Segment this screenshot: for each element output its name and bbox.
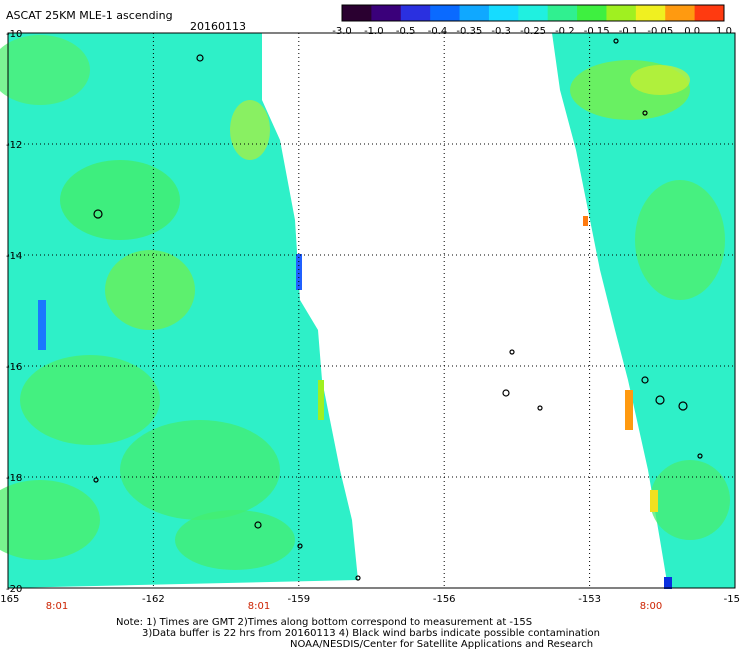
- colorbar-tick-label: -0.1: [618, 26, 639, 37]
- colorbar-tick-label: -0.2: [555, 26, 575, 37]
- wind-patch: [20, 355, 160, 445]
- wind-patch: [635, 180, 725, 300]
- longitude-label: -165: [0, 594, 19, 605]
- colorbar-tick-label: -0.4: [427, 26, 448, 37]
- island-outline: [254, 521, 262, 529]
- colorbar-tick-label: -0.35: [456, 26, 483, 37]
- island-outline: [297, 543, 303, 549]
- island-outline: [93, 477, 99, 483]
- wind-cell: [38, 300, 46, 350]
- longitude-label: -156: [433, 594, 456, 605]
- chart-date: 20160113: [190, 20, 246, 33]
- longitude-label: -162: [142, 594, 165, 605]
- colorbar-tick-label: -3.0: [332, 26, 352, 37]
- colorbar-segment: [459, 5, 490, 21]
- wind-patch: [175, 510, 295, 570]
- colorbar-segment: [488, 5, 519, 21]
- island-outline: [509, 349, 515, 355]
- island-outline: [355, 575, 361, 581]
- wind-patch: [105, 250, 195, 330]
- latitude-label: -14: [6, 251, 22, 262]
- colorbar-tick-label: -0.3: [491, 26, 511, 37]
- wind-cell: [664, 577, 672, 589]
- colorbar-segment: [694, 5, 725, 21]
- longitude-label: -150: [724, 594, 740, 605]
- latitude-label: -10: [6, 29, 22, 40]
- colorbar-tick-label: -0.05: [647, 26, 674, 37]
- latitude-label: -12: [6, 140, 22, 151]
- wind-patch: [630, 65, 690, 95]
- island-outline: [502, 389, 510, 397]
- longitude-label: -159: [287, 594, 310, 605]
- island-outline: [537, 405, 543, 411]
- colorbar-segment: [665, 5, 696, 21]
- wind-patch: [0, 35, 90, 105]
- note-line-1: Note: 1) Times are GMT 2)Times along bot…: [116, 617, 533, 628]
- longitude-label: -153: [578, 594, 601, 605]
- colorbar-segment: [518, 5, 549, 21]
- island-outline: [613, 38, 619, 44]
- colorbar-tick-label: -0.15: [583, 26, 610, 37]
- chart-title: ASCAT 25KM MLE-1 ascending: [6, 9, 173, 22]
- note-line-2: 3)Data buffer is 22 hrs from 20160113 4)…: [142, 628, 600, 639]
- map-frame: [7, 32, 736, 589]
- wind-cell: [625, 390, 633, 430]
- colorbar-segment: [577, 5, 607, 21]
- note-line-3: NOAA/NESDIS/Center for Satellite Applica…: [290, 639, 594, 650]
- colorbar-segment: [635, 5, 666, 21]
- island-outline: [678, 401, 688, 411]
- wind-cell: [296, 254, 302, 290]
- wind-patch: [650, 460, 730, 540]
- island-outline: [642, 110, 648, 116]
- colorbar-tick-label: -0.25: [520, 26, 546, 37]
- island-outline: [655, 395, 665, 405]
- wind-patch: [0, 480, 100, 560]
- wind-cell: [583, 216, 588, 226]
- time-label: 8:01: [248, 601, 270, 612]
- colorbar-segment: [547, 5, 578, 21]
- latitude-label: -16: [6, 362, 22, 373]
- wind-patch: [120, 420, 280, 520]
- wind-patch: [60, 160, 180, 240]
- swath-right: [552, 33, 735, 588]
- colorbar-tick-label: -0.5: [395, 26, 416, 37]
- colorbar-segment: [400, 5, 431, 21]
- colorbar-tick-label: 0.0: [684, 26, 701, 37]
- colorbar-tick-label: -1.0: [364, 26, 384, 37]
- wind-cell: [650, 490, 658, 512]
- colorbar-segment: [342, 5, 372, 21]
- island-outline: [93, 209, 103, 219]
- wind-cell: [318, 380, 324, 420]
- latitude-label: -18: [6, 473, 22, 484]
- island-outline: [641, 376, 649, 384]
- time-label: 8:01: [46, 601, 68, 612]
- island-outline: [697, 453, 703, 459]
- time-label: 8:00: [640, 601, 662, 612]
- colorbar-segment: [606, 5, 637, 21]
- colorbar-tick-label: 1.0: [716, 26, 732, 37]
- colorbar-segment: [430, 5, 461, 21]
- island-outline: [196, 54, 204, 62]
- latitude-label: -20: [6, 584, 22, 595]
- colorbar-frame: [341, 4, 725, 22]
- colorbar-segment: [371, 5, 402, 21]
- wind-patch: [230, 100, 270, 160]
